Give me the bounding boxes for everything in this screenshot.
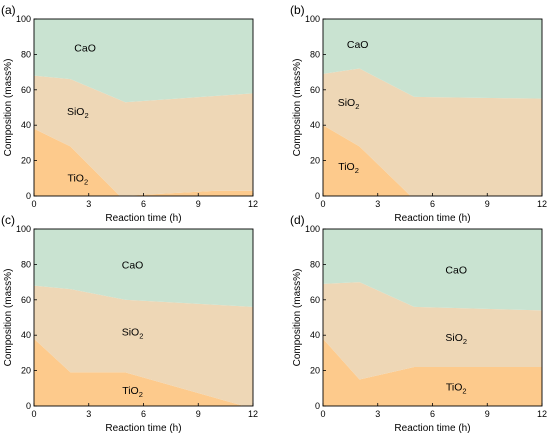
x-tick-label: 9 xyxy=(196,199,201,209)
x-tick-label: 12 xyxy=(248,409,258,419)
x-tick-label: 3 xyxy=(375,199,380,209)
region-label-tio2: TiO2 xyxy=(446,382,467,396)
area-cao xyxy=(323,19,542,99)
y-tick-label: 100 xyxy=(305,14,320,24)
area-tio2 xyxy=(34,338,253,406)
y-tick-label: 40 xyxy=(21,120,31,130)
y-tick-label: 60 xyxy=(310,85,320,95)
y-tick-label: 40 xyxy=(310,120,320,130)
x-tick-label: 3 xyxy=(375,409,380,419)
panel-d: 0 3 6 9 12 0 20 40 60 80 100 Reaction time (h) Compo… xyxy=(290,213,547,434)
panel-label: (d) xyxy=(290,213,305,227)
y-tick-label: 0 xyxy=(315,191,320,201)
x-tick-label: 6 xyxy=(141,409,146,419)
x-tick-label: 3 xyxy=(86,409,91,419)
y-tick-label: 80 xyxy=(310,49,320,59)
region-label-cao: CaO xyxy=(74,42,96,54)
y-tick-label: 20 xyxy=(310,366,320,376)
y-tick-label: 100 xyxy=(305,224,320,234)
region-label-sio2: SiO2 xyxy=(67,106,89,120)
x-tick-label: 0 xyxy=(320,199,325,209)
y-tick-label: 20 xyxy=(21,156,31,166)
panel-label: (b) xyxy=(290,3,305,17)
x-tick-label: 12 xyxy=(537,199,547,209)
x-tick-label: 6 xyxy=(141,199,146,209)
region-label-sio2: SiO2 xyxy=(445,332,467,346)
x-tick-label: 0 xyxy=(31,199,36,209)
panel-label: (a) xyxy=(1,3,16,17)
region-label-cao: CaO xyxy=(122,259,144,271)
y-axis-title: Composition (mass%) xyxy=(3,269,14,367)
y-axis-title: Composition (mass%) xyxy=(3,59,14,157)
x-tick-label: 3 xyxy=(86,199,91,209)
y-tick-label: 80 xyxy=(21,259,31,269)
area-sio2 xyxy=(34,75,253,196)
area-sio2 xyxy=(323,68,542,196)
y-axis-title: Composition (mass%) xyxy=(292,269,303,367)
area-tio2 xyxy=(323,125,542,196)
x-axis-title: Reaction time (h) xyxy=(394,423,470,434)
y-tick-label: 0 xyxy=(26,401,31,411)
y-tick-label: 80 xyxy=(21,49,31,59)
x-tick-label: 6 xyxy=(430,199,435,209)
x-axis-title: Reaction time (h) xyxy=(105,423,181,434)
x-tick-label: 9 xyxy=(196,409,201,419)
region-label-sio2: SiO2 xyxy=(122,327,144,341)
x-tick-label: 9 xyxy=(485,199,490,209)
x-tick-label: 0 xyxy=(320,409,325,419)
area-cao xyxy=(34,19,253,103)
panel-b: 0 3 6 9 12 0 20 40 60 80 100 Reaction time (h) Compo… xyxy=(290,3,547,224)
region-label-cao: CaO xyxy=(347,39,369,51)
area-cao xyxy=(323,229,542,311)
y-tick-label: 60 xyxy=(21,85,31,95)
y-tick-label: 20 xyxy=(310,156,320,166)
x-axis-title: Reaction time (h) xyxy=(394,213,470,224)
y-tick-label: 80 xyxy=(310,259,320,269)
region-label-tio2: TiO2 xyxy=(338,161,359,175)
area-tio2 xyxy=(323,338,542,406)
y-tick-label: 100 xyxy=(16,224,31,234)
x-tick-label: 6 xyxy=(430,409,435,419)
region-label-sio2: SiO2 xyxy=(338,97,360,111)
area-tio2 xyxy=(34,128,253,196)
y-axis-title: Composition (mass%) xyxy=(292,59,303,157)
y-tick-label: 40 xyxy=(21,330,31,340)
y-tick-label: 20 xyxy=(21,366,31,376)
y-tick-label: 60 xyxy=(310,295,320,305)
y-tick-label: 60 xyxy=(21,295,31,305)
x-tick-label: 12 xyxy=(537,409,547,419)
panel-label: (c) xyxy=(1,213,15,227)
region-label-tio2: TiO2 xyxy=(67,172,88,186)
y-tick-label: 40 xyxy=(310,330,320,340)
y-tick-label: 100 xyxy=(16,14,31,24)
area-sio2 xyxy=(323,282,542,380)
panel-a: 0 3 6 9 12 0 20 40 60 80 100 Reaction time (h) Compo… xyxy=(1,3,258,224)
region-label-tio2: TiO2 xyxy=(122,385,143,399)
region-label-cao: CaO xyxy=(445,265,467,277)
area-sio2 xyxy=(34,285,253,406)
x-tick-label: 12 xyxy=(248,199,258,209)
panel-c: 0 3 6 9 12 0 20 40 60 80 100 Reaction time (h) Compo… xyxy=(1,213,258,434)
x-tick-label: 9 xyxy=(485,409,490,419)
y-tick-label: 0 xyxy=(26,191,31,201)
x-axis-title: Reaction time (h) xyxy=(105,213,181,224)
area-cao xyxy=(34,229,253,307)
y-tick-label: 0 xyxy=(315,401,320,411)
x-tick-label: 0 xyxy=(31,409,36,419)
